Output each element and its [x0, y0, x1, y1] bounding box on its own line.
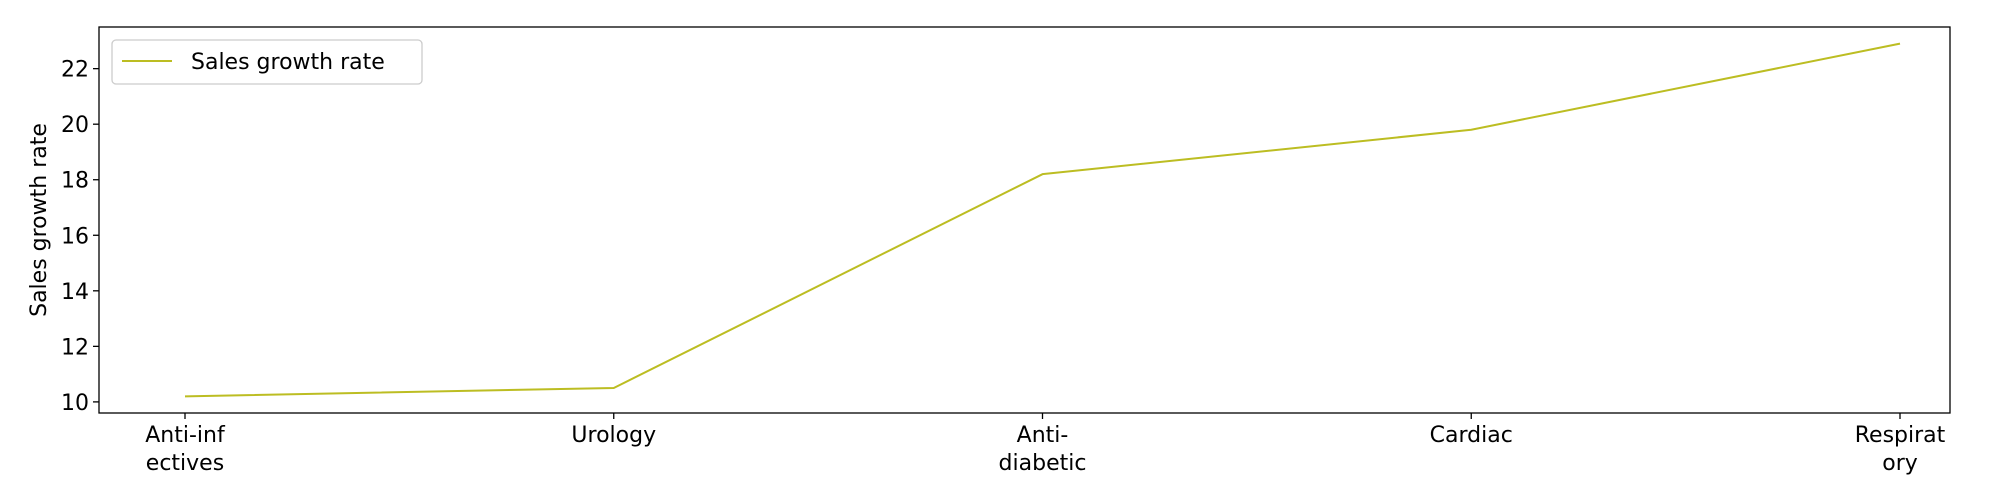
legend: Sales growth rate [111, 39, 423, 85]
legend-frame [111, 39, 423, 85]
x-tick-label: Cardiac [1430, 423, 1513, 448]
y-tick-label: 16 [61, 224, 89, 249]
y-tick-label: 18 [61, 169, 89, 194]
y-tick-label: 20 [61, 113, 89, 138]
y-tick-label: 12 [61, 335, 89, 360]
y-axis-ticks: 10 12 14 16 18 20 22 [61, 58, 99, 416]
legend-label: Sales growth rate [191, 50, 385, 75]
x-axis-ticks: Anti-inf ectives Urology Anti-diabetic Cardi… [145, 413, 1946, 476]
x-tick-label: Anti-inf ectives [145, 423, 226, 476]
series-layer [184, 42, 1901, 398]
plot-area-frame [98, 26, 1951, 414]
x-tick-label: Respirat ory [1855, 423, 1946, 476]
series-line [184, 42, 1901, 398]
y-tick-label: 22 [61, 58, 89, 83]
x-tick-label: Anti-diabetic [999, 423, 1087, 476]
y-tick-label: 14 [61, 280, 89, 305]
x-tick-label: Urology [571, 423, 656, 448]
y-tick-label: 10 [61, 391, 89, 416]
y-axis-label: Sales growth rate [27, 123, 52, 317]
